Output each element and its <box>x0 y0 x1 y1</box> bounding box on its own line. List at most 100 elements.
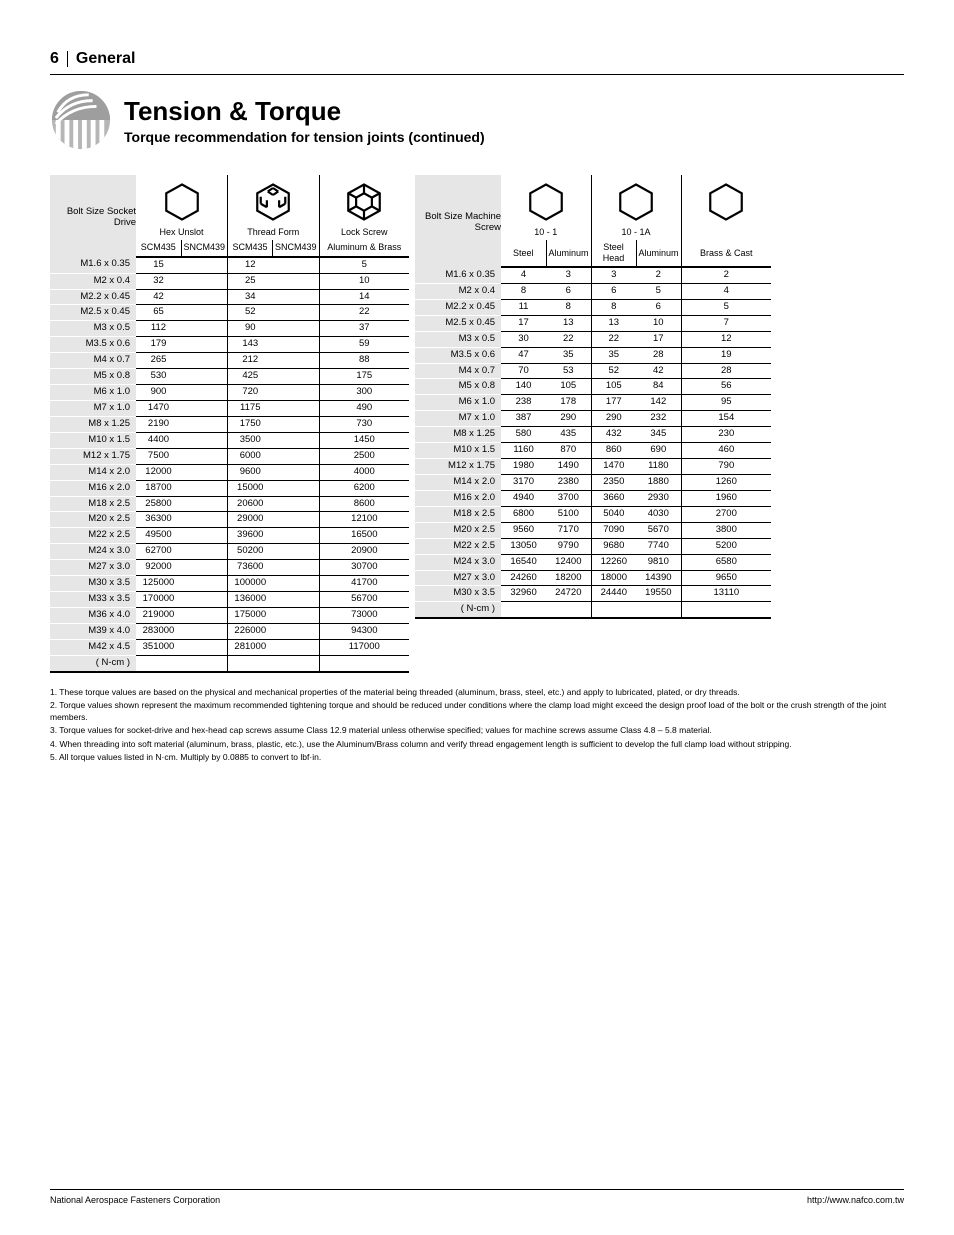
data-cell: 170000 <box>136 592 181 608</box>
data-cell <box>181 623 228 639</box>
data-cell: 19550 <box>636 586 681 602</box>
data-cell: 580 <box>501 427 546 443</box>
data-cell <box>273 623 320 639</box>
data-cell <box>273 480 320 496</box>
data-cell: 28 <box>636 347 681 363</box>
data-cell: 154 <box>681 411 771 427</box>
data-cell <box>273 560 320 576</box>
data-cell: 238 <box>501 395 546 411</box>
data-cell: 4030 <box>636 506 681 522</box>
row-label: M2.2 x 0.45 <box>415 299 501 315</box>
torque-table-left: Bolt Size Socket DriveHex UnslotThread F… <box>50 175 409 673</box>
data-cell: 7170 <box>546 522 591 538</box>
column-sub-b: SNCM439 <box>181 240 228 256</box>
data-cell: 283000 <box>136 623 181 639</box>
row-label: M24 x 3.0 <box>415 554 501 570</box>
data-cell: 4 <box>501 267 546 283</box>
data-cell: 47 <box>501 347 546 363</box>
data-cell: 142 <box>636 395 681 411</box>
data-cell: 11 <box>501 299 546 315</box>
data-cell <box>273 416 320 432</box>
data-cell: 1470 <box>591 459 636 475</box>
column-group-label <box>681 225 771 240</box>
data-cell: 90 <box>228 321 273 337</box>
row-label: M14 x 2.0 <box>415 475 501 491</box>
data-cell: 177 <box>591 395 636 411</box>
data-cell <box>273 639 320 655</box>
data-cell: 140 <box>501 379 546 395</box>
footnotes: 1. These torque values are based on the … <box>50 687 904 766</box>
data-cell: 8 <box>591 299 636 315</box>
row-label: M18 x 2.5 <box>415 506 501 522</box>
data-cell: 5 <box>681 299 771 315</box>
section-title: Tension & Torque <box>124 96 485 127</box>
data-cell: 19 <box>681 347 771 363</box>
data-cell <box>181 353 228 369</box>
data-cell: 88 <box>319 353 409 369</box>
row-label: ( N-cm ) <box>50 655 136 671</box>
data-cell <box>273 337 320 353</box>
data-cell <box>181 639 228 655</box>
footer-url: http://www.nafco.com.tw <box>807 1195 904 1205</box>
data-cell <box>273 369 320 385</box>
footnote-line: 4. When threading into soft material (al… <box>50 739 904 750</box>
data-cell: 94300 <box>319 623 409 639</box>
data-cell: 13 <box>591 315 636 331</box>
data-cell: 232 <box>636 411 681 427</box>
data-cell <box>181 607 228 623</box>
data-cell: 5200 <box>681 538 771 554</box>
data-cell <box>181 512 228 528</box>
data-cell: 52 <box>228 305 273 321</box>
data-cell: 13 <box>546 315 591 331</box>
data-cell: 14390 <box>636 570 681 586</box>
data-cell: 3800 <box>681 522 771 538</box>
data-cell: 22 <box>591 331 636 347</box>
data-cell: 41700 <box>319 576 409 592</box>
data-cell <box>181 464 228 480</box>
data-cell: 290 <box>546 411 591 427</box>
row-label: M3 x 0.5 <box>415 331 501 347</box>
data-cell: 15000 <box>228 480 273 496</box>
data-cell: 860 <box>591 443 636 459</box>
row-label: M27 x 3.0 <box>50 560 136 576</box>
data-cell <box>273 544 320 560</box>
data-cell: 265 <box>136 353 181 369</box>
column-sub-a: Steel <box>501 240 546 267</box>
data-cell <box>319 655 409 671</box>
row-label: M2.2 x 0.45 <box>50 289 136 305</box>
column-sub-b: Aluminum <box>546 240 591 267</box>
data-cell: 1490 <box>546 459 591 475</box>
row-label: M2 x 0.4 <box>50 273 136 289</box>
data-cell: 52 <box>591 363 636 379</box>
data-cell: 14 <box>319 289 409 305</box>
data-cell: 16540 <box>501 554 546 570</box>
data-cell: 6 <box>546 283 591 299</box>
data-cell <box>546 602 591 618</box>
data-cell: 34 <box>228 289 273 305</box>
section-subtitle: Torque recommendation for tension joints… <box>124 129 485 145</box>
data-cell: 9680 <box>591 538 636 554</box>
data-cell: 2 <box>636 267 681 283</box>
data-cell <box>273 528 320 544</box>
data-cell: 6200 <box>319 480 409 496</box>
data-cell: 17 <box>501 315 546 331</box>
data-cell: 9560 <box>501 522 546 538</box>
data-cell: 30700 <box>319 560 409 576</box>
tables-container: Bolt Size Socket DriveHex UnslotThread F… <box>50 175 904 673</box>
row-label: M30 x 3.5 <box>50 576 136 592</box>
row-label: M1.6 x 0.35 <box>50 257 136 273</box>
data-cell: 9600 <box>228 464 273 480</box>
row-label: M2.5 x 0.45 <box>50 305 136 321</box>
data-cell <box>181 369 228 385</box>
data-cell <box>181 448 228 464</box>
data-cell: 22 <box>546 331 591 347</box>
data-cell: 17 <box>636 331 681 347</box>
data-cell: 42 <box>136 289 181 305</box>
data-cell <box>181 321 228 337</box>
first-col-header: Bolt Size Machine Screw <box>415 175 501 267</box>
data-cell: 29000 <box>228 512 273 528</box>
data-cell: 3170 <box>501 475 546 491</box>
row-label: M3 x 0.5 <box>50 321 136 337</box>
data-cell <box>181 592 228 608</box>
data-cell: 4 <box>681 283 771 299</box>
